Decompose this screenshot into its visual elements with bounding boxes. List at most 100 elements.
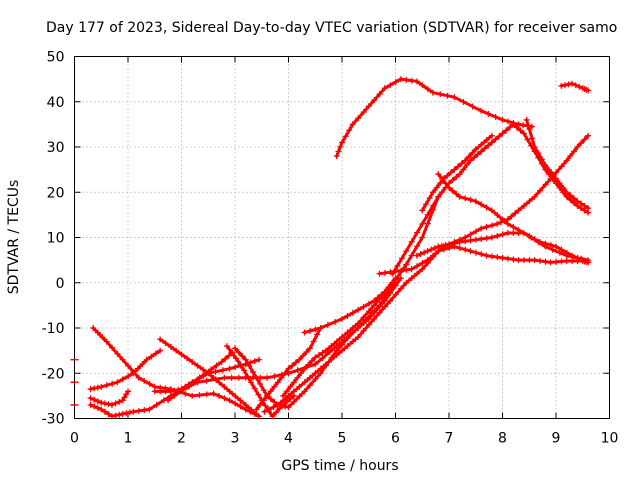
data-point-marker <box>483 252 490 259</box>
data-point-marker <box>314 331 321 338</box>
data-point-marker <box>545 166 552 173</box>
data-point-marker <box>98 406 105 413</box>
series-arc-20 <box>558 80 592 94</box>
data-point-marker <box>515 257 522 264</box>
data-point-marker <box>387 290 394 297</box>
series-line <box>436 172 590 262</box>
data-point-marker <box>570 254 577 261</box>
data-point-marker <box>222 355 229 362</box>
data-point-marker <box>103 382 110 389</box>
data-point-marker <box>168 344 175 351</box>
data-point-marker <box>462 238 469 245</box>
data-point-marker <box>403 266 410 273</box>
data-point-marker <box>262 402 269 409</box>
data-point-marker <box>574 198 581 205</box>
data-point-marker <box>257 401 264 408</box>
data-point-marker <box>210 374 217 381</box>
data-point-marker <box>228 349 235 356</box>
data-point-marker <box>212 368 219 375</box>
data-point-marker <box>387 269 394 276</box>
data-point-marker <box>322 361 329 368</box>
data-point-marker <box>381 288 388 295</box>
series-arc-3 <box>87 388 131 408</box>
data-point-marker <box>524 136 531 143</box>
data-point-marker <box>315 352 322 359</box>
data-point-marker <box>312 354 319 361</box>
data-point-marker <box>414 263 421 270</box>
data-point-marker <box>585 205 592 212</box>
data-point-marker <box>265 406 272 413</box>
data-point-marker <box>456 193 463 200</box>
data-point-marker <box>344 335 351 342</box>
data-point-marker <box>208 366 215 373</box>
data-point-marker <box>456 171 463 178</box>
data-point-marker <box>433 184 440 191</box>
data-point-marker <box>578 140 585 147</box>
data-point-marker <box>239 353 246 360</box>
data-point-marker <box>157 336 164 343</box>
data-point-marker <box>299 352 306 359</box>
data-point-marker <box>465 153 472 160</box>
data-point-marker <box>119 376 126 383</box>
data-point-marker <box>549 171 556 178</box>
data-point-marker <box>162 388 169 395</box>
data-point-marker <box>221 395 228 402</box>
data-point-marker <box>549 246 556 253</box>
data-point-marker <box>112 400 119 407</box>
data-point-marker <box>218 358 225 365</box>
data-point-marker <box>504 229 511 236</box>
data-point-marker <box>219 367 226 374</box>
data-point-marker <box>537 257 544 264</box>
data-point-marker <box>119 356 126 363</box>
data-point-marker <box>360 327 367 334</box>
data-point-marker <box>235 374 242 381</box>
data-point-marker <box>244 373 251 380</box>
x-tick-label: 8 <box>498 431 507 447</box>
data-point-marker <box>398 255 405 262</box>
data-point-marker <box>376 309 383 316</box>
data-point-marker <box>462 246 469 253</box>
data-point-marker <box>326 348 333 355</box>
data-point-marker <box>290 379 297 386</box>
data-point-marker <box>94 398 101 405</box>
data-point-marker <box>392 79 399 86</box>
data-point-marker <box>257 380 264 387</box>
data-point-marker <box>344 343 351 350</box>
data-point-marker <box>553 169 560 176</box>
data-point-marker <box>481 145 488 152</box>
data-point-marker <box>240 367 247 374</box>
data-point-marker <box>561 82 568 89</box>
data-point-marker <box>478 107 485 114</box>
data-point-marker <box>413 78 420 85</box>
data-point-marker <box>526 257 533 264</box>
data-point-marker <box>196 374 203 381</box>
data-point-marker <box>157 347 164 354</box>
data-point-marker <box>503 127 510 134</box>
y-tick-label: -20 <box>42 366 65 382</box>
data-point-marker <box>374 294 381 301</box>
data-point-marker <box>510 256 517 263</box>
data-point-marker <box>278 374 285 381</box>
data-point-marker <box>308 358 315 365</box>
data-point-marker <box>542 181 549 188</box>
data-point-marker <box>237 397 244 404</box>
data-point-marker <box>184 355 191 362</box>
data-point-marker <box>196 392 203 399</box>
data-point-marker <box>274 401 281 408</box>
data-point-marker <box>504 220 511 227</box>
data-point-marker <box>87 401 94 408</box>
y-tick-label: 50 <box>47 50 65 66</box>
data-point-marker <box>424 248 431 255</box>
data-point-marker <box>553 175 559 182</box>
data-point-marker <box>355 115 362 122</box>
data-point-marker <box>365 300 372 307</box>
data-point-marker <box>143 356 150 363</box>
data-point-marker <box>570 195 577 202</box>
data-point-marker <box>337 143 344 150</box>
series-line <box>281 195 440 398</box>
data-point-marker <box>91 385 98 392</box>
data-point-marker <box>537 187 544 194</box>
data-point-marker <box>574 144 581 150</box>
data-point-marker <box>504 255 511 262</box>
data-point-marker <box>413 252 420 259</box>
